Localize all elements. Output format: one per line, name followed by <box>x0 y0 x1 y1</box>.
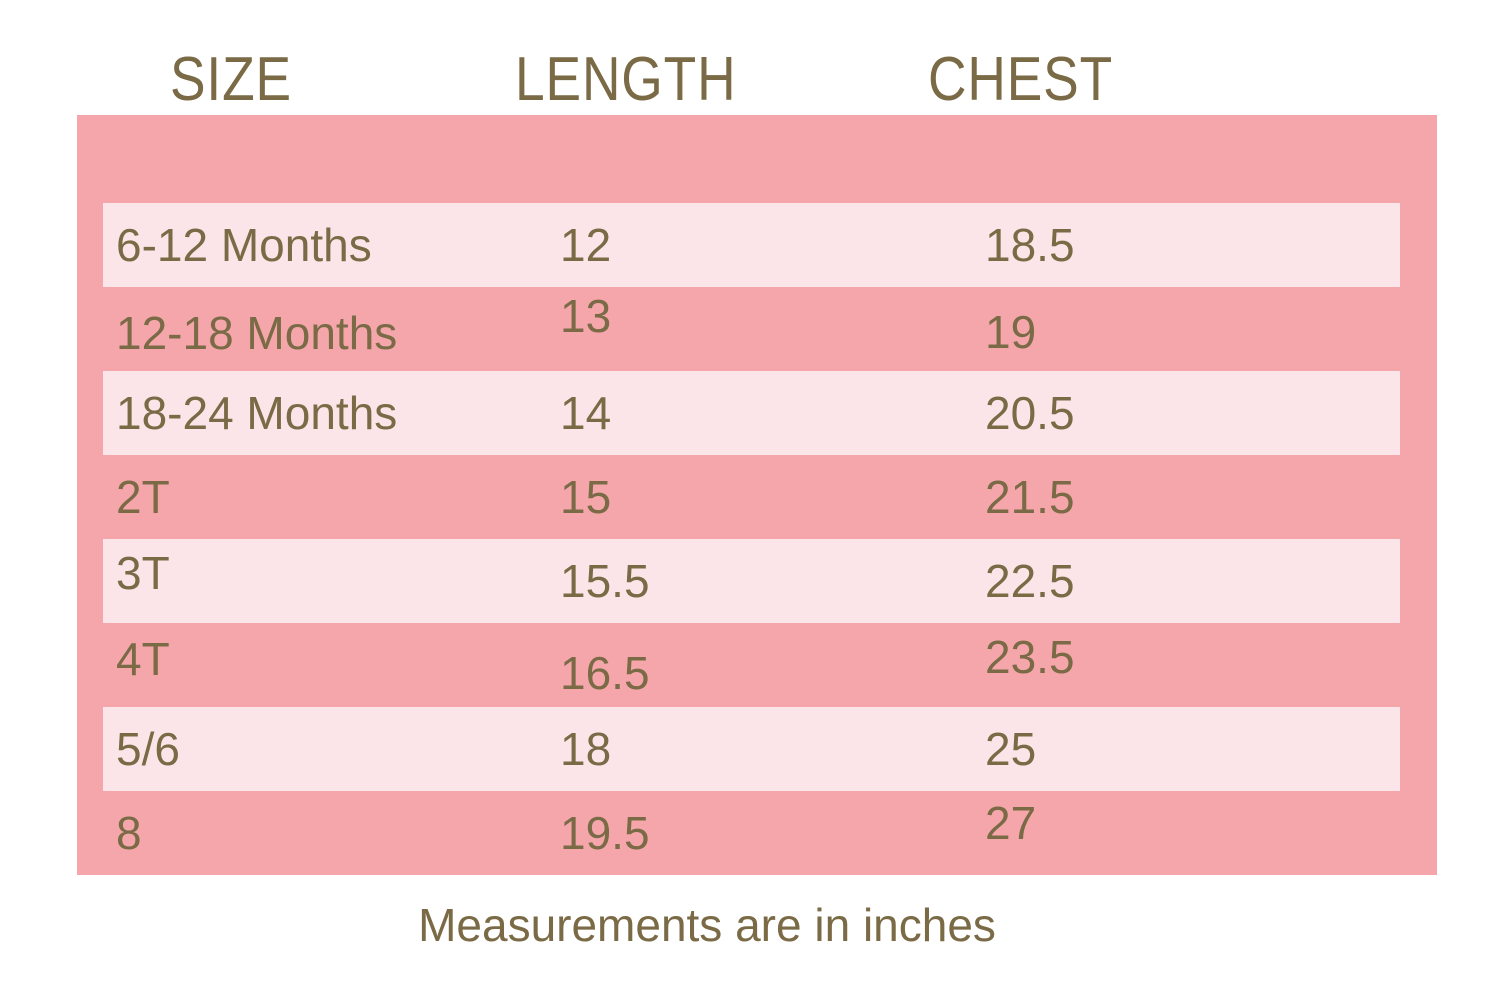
length-cell: 12 <box>560 219 612 271</box>
table-row: 12-18 Months 13 19 <box>77 287 1437 371</box>
chest-cell: 21.5 <box>985 471 1075 523</box>
row-band <box>103 371 1400 455</box>
row-band <box>103 707 1400 791</box>
size-cell: 5/6 <box>116 723 180 775</box>
size-cell: 2T <box>116 471 170 523</box>
table-row: 2T 15 21.5 <box>77 455 1437 539</box>
length-cell: 15.5 <box>560 555 650 607</box>
chest-cell: 25 <box>985 723 1037 775</box>
size-cell: 18-24 Months <box>116 387 398 439</box>
size-cell: 8 <box>116 807 142 859</box>
length-cell: 16.5 <box>560 647 650 699</box>
length-cell: 18 <box>560 723 612 775</box>
length-cell: 13 <box>560 290 612 342</box>
column-header-size: SIZE <box>170 45 292 114</box>
table-row: 4T 16.5 23.5 <box>77 623 1437 707</box>
chest-cell: 20.5 <box>985 387 1075 439</box>
table-row: 8 19.5 27 <box>77 791 1437 875</box>
table-row: 5/6 18 25 <box>77 707 1437 791</box>
table-row: 18-24 Months 14 20.5 <box>77 371 1437 455</box>
length-cell: 19.5 <box>560 807 650 859</box>
table-row: 6-12 Months 12 18.5 <box>77 203 1437 287</box>
length-cell: 15 <box>560 471 612 523</box>
length-cell: 14 <box>560 387 612 439</box>
size-cell: 4T <box>116 633 170 685</box>
chest-cell: 19 <box>985 306 1037 358</box>
size-cell: 6-12 Months <box>116 219 372 271</box>
column-header-length: LENGTH <box>515 45 737 114</box>
size-chart-panel: 6-12 Months 12 18.5 12-18 Months 13 19 18-24 M… <box>77 115 1437 875</box>
chest-cell: 27 <box>985 797 1037 849</box>
column-header-chest: CHEST <box>928 45 1114 114</box>
table-body: 6-12 Months 12 18.5 12-18 Months 13 19 18-24 M… <box>77 203 1437 875</box>
row-band <box>103 539 1400 623</box>
chest-cell: 23.5 <box>985 631 1075 683</box>
chest-cell: 18.5 <box>985 219 1075 271</box>
size-cell: 3T <box>116 547 170 599</box>
row-band <box>103 203 1400 287</box>
table-row: 3T 15.5 22.5 <box>77 539 1437 623</box>
size-cell: 12-18 Months <box>116 307 398 359</box>
units-note: Measurements are in inches <box>418 899 996 951</box>
chest-cell: 22.5 <box>985 555 1075 607</box>
